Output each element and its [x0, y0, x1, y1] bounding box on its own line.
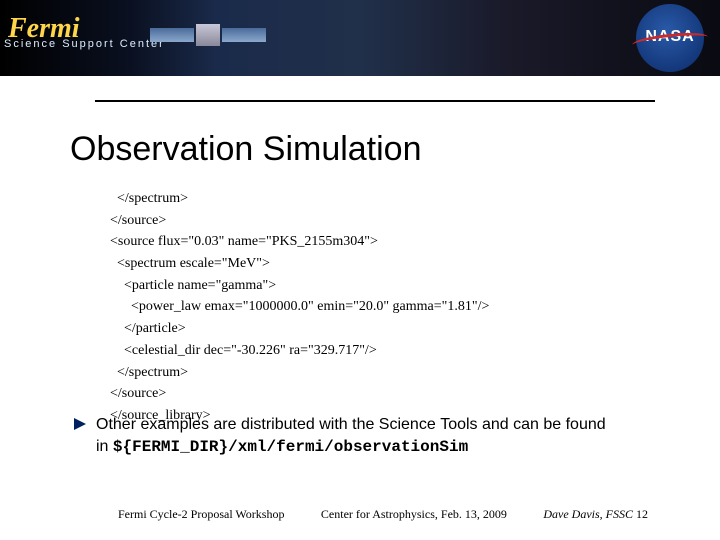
- bullet-path: ${FERMI_DIR}/xml/fermi/observationSim: [113, 438, 468, 456]
- bullet-lead: Other examples are distributed with the …: [96, 416, 436, 433]
- nasa-circle: NASA: [636, 4, 704, 72]
- bullet-item: Other examples are distributed with the …: [74, 414, 664, 458]
- footer-center: Center for Astrophysics, Feb. 13, 2009: [321, 507, 507, 522]
- code-line: <particle name="gamma">: [110, 278, 276, 293]
- bullet-in: in: [96, 438, 113, 455]
- xml-code-block: </spectrum> </source> <source flux="0.03…: [110, 188, 489, 427]
- code-line: </spectrum>: [110, 191, 188, 206]
- footer: Fermi Cycle-2 Proposal Workshop Center f…: [0, 507, 720, 522]
- code-line: <celestial_dir dec="-30.226" ra="329.717…: [110, 343, 377, 358]
- horizontal-rule: [95, 100, 655, 102]
- bullet-tail: Tools and can be found: [440, 416, 605, 433]
- code-line: </source>: [110, 386, 166, 401]
- bullet-text: Other examples are distributed with the …: [96, 414, 606, 458]
- header-banner: Fermi Science Support Center NASA: [0, 0, 720, 76]
- code-line: <source flux="0.03" name="PKS_2155m304">: [110, 234, 378, 249]
- code-line: <spectrum escale="MeV">: [110, 256, 270, 271]
- code-line: </source>: [110, 213, 166, 228]
- footer-page-number: 12: [636, 507, 648, 521]
- bullet-triangle-icon: [74, 418, 86, 430]
- sat-panel-left: [150, 28, 194, 42]
- ssc-subtitle: Science Support Center: [4, 38, 165, 50]
- sat-body: [196, 24, 220, 46]
- satellite-graphic: [150, 22, 270, 48]
- code-line: </particle>: [110, 321, 186, 336]
- footer-author: Dave Davis, FSSC: [543, 507, 633, 521]
- footer-left: Fermi Cycle-2 Proposal Workshop: [118, 507, 284, 522]
- nasa-badge: NASA: [630, 4, 710, 72]
- page-title: Observation Simulation: [70, 130, 422, 169]
- footer-right: Dave Davis, FSSC 12: [543, 507, 648, 522]
- code-line: </spectrum>: [110, 365, 188, 380]
- sat-panel-right: [222, 28, 266, 42]
- code-line: <power_law emax="1000000.0" emin="20.0" …: [110, 299, 489, 314]
